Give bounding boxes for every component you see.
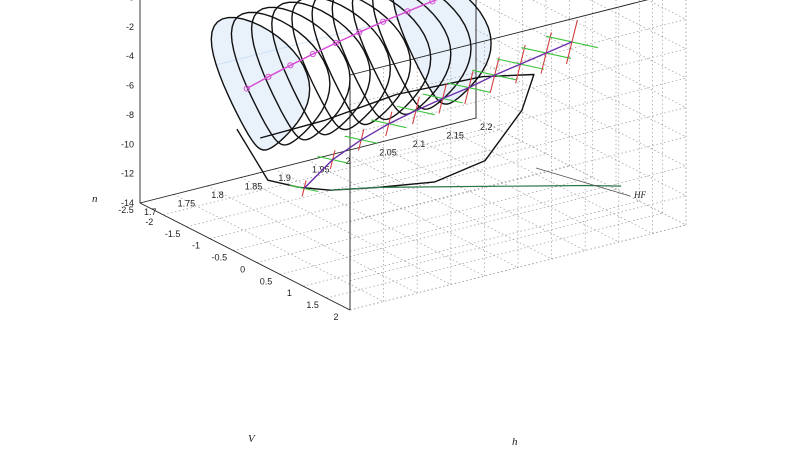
z-tick-label: -4 (126, 51, 134, 61)
gridline-n-side (475, 0, 687, 108)
y-tick-label: 0.5 (260, 276, 273, 286)
y-tick-label: 2 (333, 312, 338, 322)
limit-cycle-curve (392, 0, 492, 105)
gridline-n-back (349, 107, 687, 193)
x-tick-label: 1.85 (245, 182, 263, 192)
y-tick-label: -0.5 (212, 253, 228, 263)
x-tick-label: 2 (346, 156, 351, 166)
gridline-n-back (349, 165, 687, 252)
gridline-h-floor (207, 185, 418, 294)
x-tick-label: 1.8 (211, 190, 224, 200)
gridline-h-floor (274, 168, 485, 277)
magenta-marker (404, 8, 411, 15)
gridline-n-side (647, 0, 687, 20)
limit-cycle-curve (351, 0, 452, 116)
magenta-marker (309, 50, 316, 58)
y-tick-label: -2 (145, 217, 153, 227)
x-tick-label: 2.2 (480, 122, 493, 132)
axis-edge (139, 202, 351, 311)
gridline-v-floor (233, 165, 570, 251)
y-axis-label: V (248, 433, 256, 445)
axis-edge (349, 0, 649, 76)
y-tick-label: 1 (287, 288, 292, 298)
magenta-marker (287, 62, 294, 69)
magenta-marker (380, 18, 387, 25)
magenta-marker (356, 29, 363, 36)
gridline-n-side (589, 0, 687, 50)
limit-cycle-curve (311, 0, 412, 126)
gridline-n-side (475, 88, 687, 196)
z-tick-label: 0 (129, 0, 134, 2)
y-tick-label: -1.5 (165, 229, 181, 239)
z-tick-label: -14 (121, 198, 134, 208)
axis-edge (139, 117, 477, 204)
purple-branch (303, 41, 573, 189)
x-tick-label: 1.9 (278, 173, 291, 183)
limit-cycle-curve (250, 6, 351, 141)
z-tick-label: -6 (126, 81, 134, 91)
gridline-h-floor (341, 151, 552, 260)
gridline-v-floor (256, 177, 593, 263)
magenta-marker (265, 73, 272, 80)
y-tick-label: -1 (192, 241, 200, 251)
x-tick-label: 1.95 (312, 165, 330, 175)
limit-cycle-curve (210, 16, 311, 151)
x-tick-label: 2.05 (379, 148, 397, 158)
gridline-v-floor (326, 212, 663, 299)
gridline-h-floor (375, 143, 586, 251)
gridline-h-floor (240, 177, 451, 285)
x-tick-label: 1.75 (178, 199, 196, 209)
z-tick-label: -12 (121, 169, 134, 179)
x-tick-label: 1.7 (144, 207, 157, 217)
hf-annotation: HF (633, 190, 646, 200)
limit-cycle-curve (372, 0, 472, 110)
data-series (210, 0, 622, 197)
gridline-h-floor (408, 134, 619, 243)
gridline-h-floor (442, 126, 653, 234)
y-tick-label: -2.5 (118, 205, 134, 215)
gridline-n-back (349, 195, 687, 281)
gridline-v-floor (186, 141, 523, 228)
magenta-marker (243, 85, 250, 92)
y-tick-label: 1.5 (306, 300, 319, 310)
gridline-v-floor (163, 129, 500, 216)
z-tick-label: -2 (126, 22, 134, 32)
limit-cycle-curve (230, 11, 331, 146)
gridline-n-back (349, 48, 687, 135)
axis-ticks: 1.7 1.75 1.8 1.85 1.9 1.95 2 2.05 2.1 2.15 2.2 -2.5… (118, 0, 492, 322)
x-axis-label: h (512, 436, 518, 448)
axis-grid (139, 0, 687, 311)
magenta-marker (332, 39, 339, 47)
gridline-n-back (349, 19, 687, 105)
gridline-n-back (349, 136, 687, 223)
x-tick-label: 2.15 (446, 131, 464, 141)
gridline-n-side (475, 58, 687, 167)
gridline-n-back (349, 224, 687, 311)
gridline-n-side (531, 0, 687, 79)
limit-cycle-curve (271, 1, 371, 136)
red-tick (565, 19, 578, 65)
red-tick (301, 180, 307, 197)
gridline-v-floor (303, 200, 640, 287)
gridline-n-back (349, 77, 687, 164)
x-tick-label: 2.1 (413, 139, 426, 149)
gridline-h-floor (173, 194, 384, 302)
z-tick-label: -8 (126, 110, 134, 120)
limit-cycle-curve (291, 0, 392, 131)
gridline-n-side (475, 117, 687, 226)
y-tick-label: 0 (240, 264, 245, 274)
green-trajectory (330, 184, 622, 191)
magenta-marker (429, 0, 436, 5)
gridline-v-floor (209, 153, 547, 240)
gridline-n-side (475, 29, 687, 138)
gridline-v-floor (279, 188, 617, 275)
gridline-h-floor (307, 160, 519, 268)
magenta-branch (246, 0, 438, 90)
z-axis-label: n (92, 193, 98, 205)
z-tick-label: -10 (121, 139, 134, 149)
hf-pointer (535, 167, 631, 197)
